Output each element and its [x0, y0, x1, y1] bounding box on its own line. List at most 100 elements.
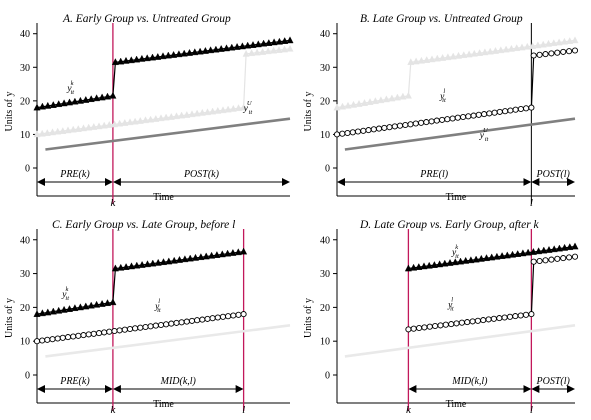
triangle-marker — [165, 257, 173, 265]
triangle-marker — [264, 47, 272, 55]
triangle-marker — [49, 307, 57, 315]
period-label: MID(k,l) — [451, 376, 488, 387]
triangle-marker — [338, 102, 347, 110]
triangle-marker — [571, 36, 579, 44]
triangle-marker — [545, 245, 553, 253]
triangle-marker — [152, 114, 160, 122]
triangle-marker — [265, 39, 273, 46]
series-label-untreated: yU it — [243, 100, 253, 116]
triangle-marker — [131, 117, 139, 125]
panel-b: B. Late Group vs. Untreated Group 0 10 20 30… — [303, 13, 579, 209]
triangle-marker — [217, 44, 225, 52]
triangle-marker — [540, 246, 548, 254]
triangle-marker — [503, 251, 511, 259]
triangle-marker — [555, 38, 563, 46]
y-axis-label: Units of y — [4, 92, 15, 132]
triangle-marker — [388, 94, 396, 102]
circle-marker — [142, 323, 149, 331]
circle-marker — [412, 120, 419, 127]
series-line — [36, 48, 291, 135]
circle-marker — [502, 108, 509, 115]
triangle-marker — [260, 39, 268, 47]
triangle-marker — [481, 48, 489, 56]
triangle-marker — [234, 104, 243, 111]
circle-marker — [486, 110, 493, 117]
triangle-marker — [462, 256, 470, 264]
y-tick-label: 30 — [320, 269, 330, 280]
series-early: yk it — [33, 36, 294, 111]
series-label-early: yk it — [451, 244, 459, 260]
y-axis-label: Units of y — [303, 92, 314, 132]
triangle-marker — [561, 243, 569, 251]
triangle-marker — [74, 125, 82, 132]
triangle-marker — [249, 41, 257, 48]
circle-marker — [554, 49, 561, 56]
triangle-marker — [49, 101, 57, 108]
triangle-marker — [497, 46, 505, 54]
y-tick-label: 20 — [320, 96, 330, 107]
panel-d: D. Late Group vs. Early Group, after k 0 1… — [303, 219, 579, 416]
triangle-marker — [82, 95, 90, 103]
triangle-marker — [502, 45, 510, 53]
triangle-marker — [275, 37, 283, 45]
triangle-marker — [446, 258, 454, 266]
triangle-marker — [486, 47, 494, 55]
y-tick-label: 10 — [20, 337, 30, 348]
triangle-marker — [529, 42, 537, 49]
series-early-faded — [333, 36, 579, 111]
triangle-marker — [417, 56, 425, 64]
triangle-marker — [498, 252, 506, 259]
triangle-marker — [79, 124, 88, 132]
triangle-marker — [133, 55, 141, 63]
triangle-marker — [172, 112, 181, 120]
circle-marker — [111, 327, 118, 335]
triangle-marker — [143, 260, 152, 268]
triangle-marker — [170, 256, 178, 264]
panel-title: B. Late Group vs. Untreated Group — [360, 13, 523, 25]
circle-marker — [566, 254, 573, 261]
circle-marker — [469, 318, 476, 325]
series-line — [344, 324, 576, 358]
circle-marker — [391, 123, 398, 130]
triangle-marker — [212, 45, 220, 53]
triangle-marker — [98, 299, 106, 307]
circle-marker — [386, 124, 393, 131]
triangle-marker — [224, 249, 232, 257]
triangle-marker — [248, 49, 256, 56]
series-label-early: yk it — [66, 80, 74, 96]
circle-marker — [333, 131, 341, 138]
triangle-marker — [185, 48, 194, 56]
triangle-marker — [514, 250, 522, 257]
series-late: yl it — [333, 47, 579, 138]
circle-marker — [418, 119, 425, 126]
triangle-marker — [544, 39, 553, 47]
panel-title: C. Early Group vs. Late Group, before l — [52, 219, 235, 231]
triangle-marker — [133, 261, 141, 269]
triangle-marker — [430, 261, 438, 268]
triangle-marker — [491, 46, 500, 54]
triangle-marker — [197, 253, 205, 260]
triangle-marker — [439, 53, 447, 61]
circle-marker — [396, 122, 404, 129]
triangle-marker — [275, 46, 283, 53]
circle-marker — [183, 318, 190, 325]
triangle-marker — [202, 252, 210, 260]
triangle-marker — [90, 122, 98, 130]
circle-marker — [85, 331, 92, 338]
triangle-marker — [103, 299, 112, 306]
circle-marker — [168, 320, 175, 327]
triangle-marker — [87, 95, 95, 102]
triangle-marker — [441, 259, 449, 267]
series-line — [36, 251, 244, 315]
circle-marker — [209, 315, 216, 322]
triangle-marker — [60, 99, 68, 107]
circle-marker — [410, 325, 417, 332]
circle-marker — [49, 336, 56, 343]
triangle-marker — [183, 110, 191, 118]
triangle-marker — [333, 103, 341, 111]
triangle-marker — [162, 113, 170, 121]
circle-marker — [433, 117, 440, 124]
circle-marker — [354, 128, 362, 135]
circle-marker — [528, 311, 535, 318]
